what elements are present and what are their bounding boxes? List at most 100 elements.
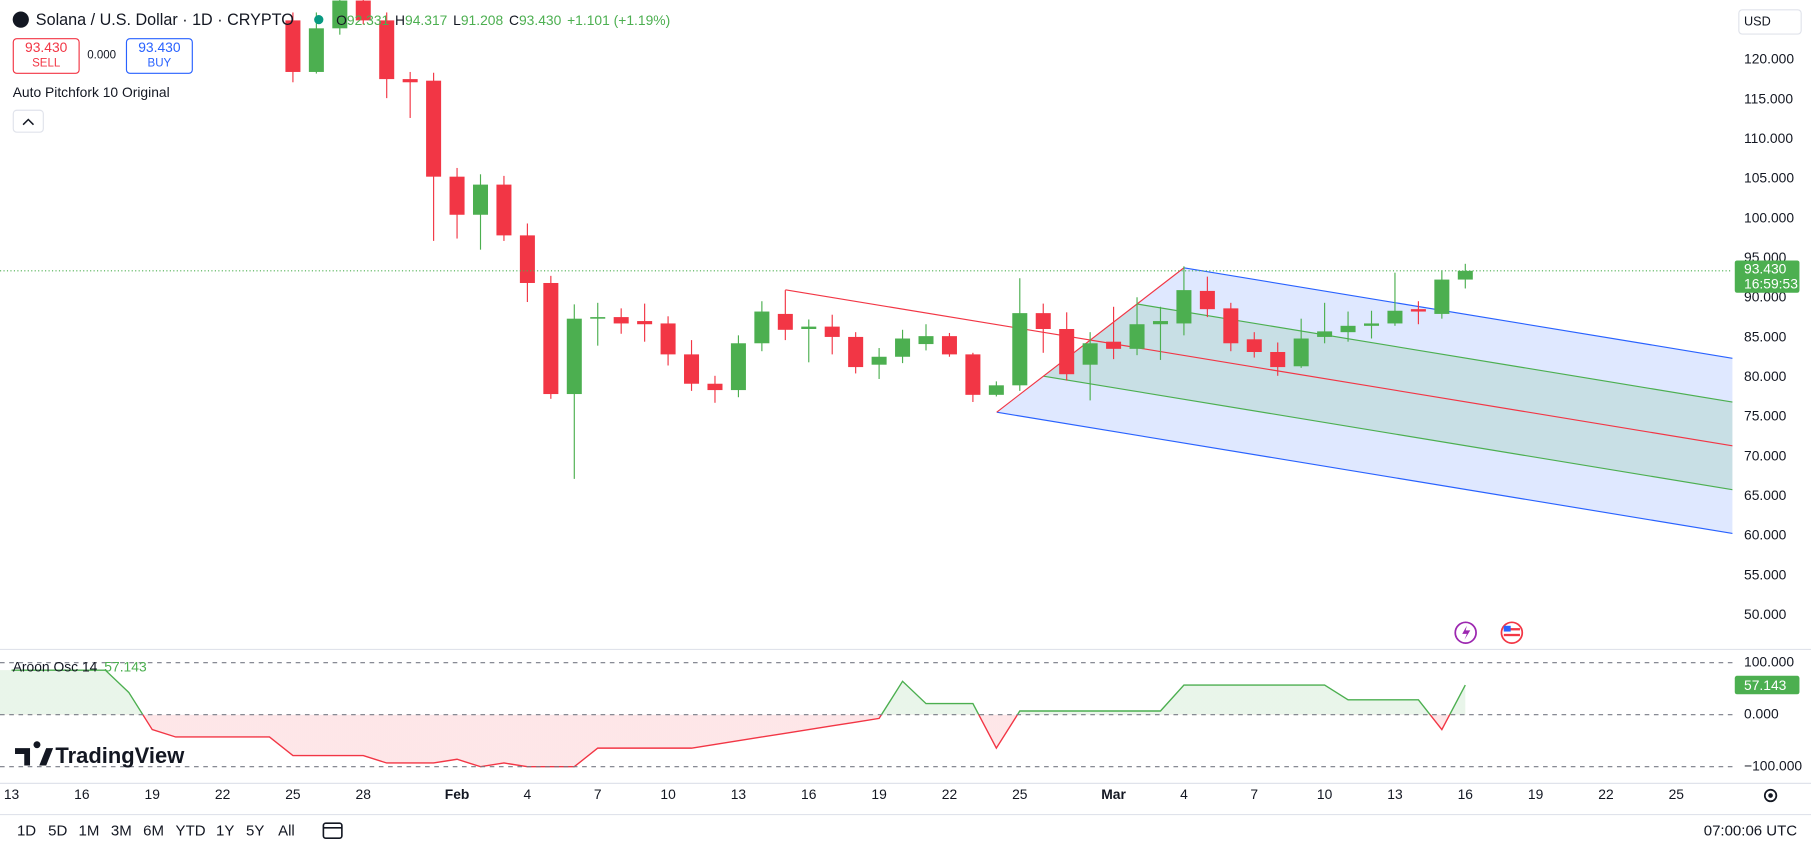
range-button[interactable]: 3M [111,822,132,839]
close-value: 93.430 [519,11,562,27]
candle-body [684,354,700,384]
candle-body [1176,290,1192,324]
pitchfork-upper-tine [1183,267,1733,359]
close-label: C [509,11,519,27]
y-tick-label: 105.000 [1744,170,1794,186]
y-tick-label: 100.000 [1744,653,1794,669]
x-tick-label: 7 [1250,786,1258,802]
buy-price[interactable]: 93.430 [138,39,181,55]
aroon-value-box [1734,675,1800,695]
candle-body [1059,328,1075,375]
candle-body [285,20,301,72]
candle-body [1364,323,1380,326]
change: +1.101 (+1.19%) [567,11,670,27]
buy-label[interactable]: BUY [148,58,172,70]
y-tick-label: 75.000 [1744,408,1787,424]
buy-button[interactable]: 93.430 BUY [125,38,193,74]
symbol-title: Solana / U.S. Dollar · 1D · CRYPTO [36,11,294,29]
range-button[interactable]: 1Y [216,822,234,839]
candle-body [355,0,371,21]
range-button[interactable]: 6M [143,822,164,839]
low-value: 91.208 [461,11,504,27]
brand-logo [15,741,54,766]
aroon-area [0,670,1466,767]
x-tick-label: 16 [1458,786,1474,802]
x-tick-label: 16 [74,786,90,802]
aroon-title: Aroon Osc 14 [13,658,98,674]
candle-body [848,336,864,368]
pitchfork-inner-fill [1043,304,1733,490]
range-button[interactable]: YTD [176,822,206,839]
x-tick-label: 16 [801,786,817,802]
x-tick-label: 19 [145,786,161,802]
open-value: 92.331 [347,11,390,27]
candle-body [519,235,535,283]
candle-body [1199,290,1215,310]
calendar-icon[interactable] [322,822,343,840]
x-tick-label: 19 [871,786,887,802]
x-tick-label: 22 [215,786,230,802]
range-button[interactable]: 5Y [246,822,264,839]
candle-body [988,385,1004,395]
chevron-icon[interactable] [22,118,35,126]
spread: 0.000 [87,49,116,61]
high-value: 94.317 [405,11,447,27]
candle-body [590,317,606,319]
countdown: 16:59:53 [1744,275,1798,291]
currency[interactable]: USD [1744,14,1771,28]
x-tick-label: 22 [1598,786,1613,802]
sell-label[interactable]: SELL [32,58,61,70]
x-tick-label: 13 [1387,786,1403,802]
buy-box[interactable] [125,38,193,74]
collapse-box[interactable] [12,109,44,133]
candle-body [637,321,653,325]
x-tick-label: 25 [285,786,301,802]
collapse-button[interactable] [12,109,44,133]
gear-center[interactable] [1768,793,1773,798]
pitchfork-median [785,289,1733,447]
candle-body [1082,343,1098,365]
candle-body [613,317,629,324]
sell-price[interactable]: 93.430 [25,39,68,55]
indicator-name: Auto Pitchfork 10 Original [13,84,170,100]
calendar-button[interactable] [322,822,343,840]
y-tick-label: 100.000 [1744,209,1794,225]
candle-body [1106,341,1122,349]
x-tick-label: Mar [1101,786,1126,802]
candle-body [1317,331,1333,337]
candle-body [1223,308,1239,344]
settings-icon[interactable] [1763,788,1778,803]
y-tick-label: 55.000 [1744,566,1787,582]
candle-body [332,0,348,29]
range-button[interactable]: All [278,822,295,839]
candle-body [1340,325,1356,333]
lightning [1462,625,1471,640]
currency-button[interactable]: USD [1738,9,1802,35]
range-button[interactable]: 1M [79,822,100,839]
y-tick-label: 80.000 [1744,368,1787,384]
y-tick-label: 110.000 [1744,130,1793,146]
range-button[interactable]: 5D [48,822,67,839]
candle-body [707,383,723,391]
economic-event-icon[interactable] [1500,621,1524,644]
sell-button[interactable]: 93.430 SELL [12,38,80,74]
candle-body [871,356,887,365]
candle-body [308,28,324,72]
axes: 13 16 19 22 25 28 Feb 4 7 10 13 16 19 22 25 Mar 4 7 10 13 16… [0,51,1802,802]
range-button[interactable]: 1D [17,822,36,839]
y-tick-label: 115.000 [1744,90,1793,106]
candle-body [472,184,489,215]
candle-body [918,336,934,345]
x-tick-label: 22 [942,786,957,802]
y-tick-label: 65.000 [1744,487,1787,503]
aroon-value-label: 57.143 [1744,677,1787,693]
candle-body [1270,352,1286,368]
flag-stripe [1503,633,1520,637]
currency-box[interactable] [1738,9,1802,35]
x-tick-label: 4 [524,786,532,802]
candle-body [824,326,840,337]
x-tick-label: 28 [356,786,372,802]
sell-box[interactable] [12,38,80,74]
gear[interactable] [1763,788,1778,803]
